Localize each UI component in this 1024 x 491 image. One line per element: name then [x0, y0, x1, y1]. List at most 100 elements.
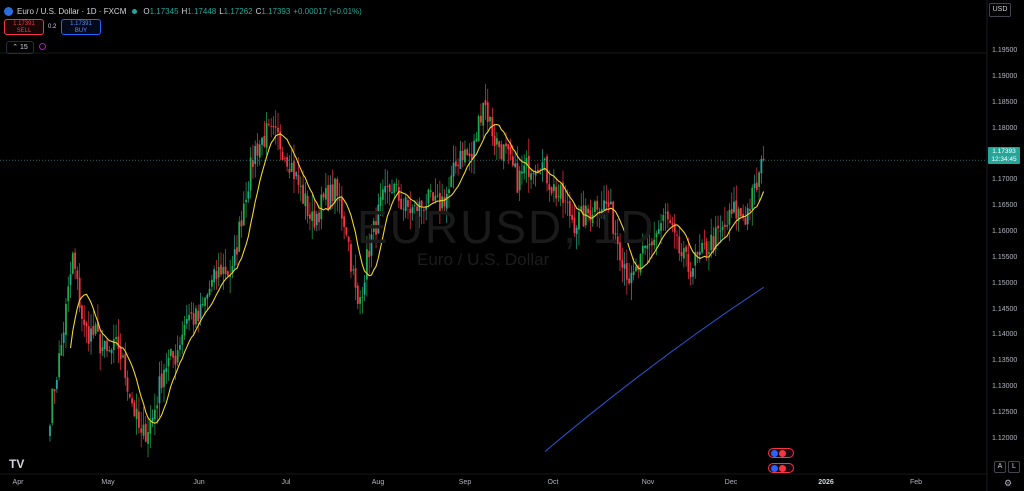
tradingview-logo[interactable]: TV — [9, 457, 25, 471]
candle-body — [443, 197, 446, 207]
candle-body — [530, 173, 532, 180]
candle-body — [254, 146, 257, 165]
candle-body — [78, 277, 81, 308]
candle-body — [400, 198, 403, 209]
candle-body — [76, 270, 79, 279]
candle-body — [505, 143, 507, 147]
candle-body — [454, 161, 457, 167]
candle-body — [493, 135, 496, 146]
economic-events-marker-2[interactable] — [768, 463, 794, 473]
candle-body — [432, 192, 434, 201]
candle-body — [744, 217, 747, 225]
candle-body — [131, 398, 133, 404]
interval-selector[interactable]: ⌃ 15 — [6, 41, 34, 54]
candle-body — [628, 278, 631, 284]
indicator-status-icon[interactable] — [39, 43, 46, 50]
candle-body — [55, 379, 58, 389]
candle-body — [222, 267, 225, 274]
candle-body — [676, 234, 678, 236]
candle-body — [596, 200, 599, 210]
candle-body — [416, 206, 418, 214]
price-tick-label: 1.14000 — [992, 331, 1018, 339]
candle-body — [523, 165, 526, 174]
candle-body — [315, 213, 318, 226]
candle-body — [427, 189, 430, 204]
currency-selector[interactable]: USD — [989, 3, 1011, 17]
candle-body — [320, 194, 323, 220]
candle-body — [71, 253, 74, 274]
candle-body — [334, 178, 336, 203]
candle-body — [516, 163, 519, 193]
candle-body — [192, 313, 195, 325]
candle-body — [81, 305, 83, 319]
candle-body — [354, 268, 357, 288]
price-tick-label: 1.18000 — [992, 124, 1018, 132]
candle-body — [117, 336, 120, 349]
candle-body — [758, 172, 760, 187]
candle-body — [224, 266, 227, 275]
buy-label: BUY — [74, 28, 88, 34]
candle-body — [99, 334, 102, 354]
candle-body — [639, 253, 642, 273]
candle-body — [375, 221, 377, 235]
buy-button[interactable]: 1.17391 BUY — [61, 19, 101, 35]
candle-body — [135, 408, 138, 420]
candle-body — [336, 179, 339, 197]
sell-button[interactable]: 1.17391 SELL — [4, 19, 44, 35]
candle-body — [67, 286, 70, 302]
candle-body — [689, 271, 692, 278]
last-price-tag: 1.17393 12:34:45 — [988, 147, 1020, 164]
symbol-title[interactable]: Euro / U.S. Dollar · 1D · FXCM — [17, 6, 127, 16]
candle-body — [425, 205, 428, 210]
candle-body — [299, 185, 302, 187]
candle-body — [694, 252, 697, 266]
candle-body — [632, 271, 635, 275]
economic-events-marker-1[interactable] — [768, 448, 794, 458]
candle-body — [210, 279, 213, 287]
candle-body — [226, 271, 229, 276]
candle-body — [331, 184, 334, 201]
candle-body — [87, 326, 90, 344]
candle-body — [728, 210, 731, 225]
price-tick-label: 1.13000 — [992, 382, 1018, 390]
candle-body — [288, 168, 291, 173]
candle-body — [573, 217, 576, 234]
candle-body — [217, 266, 220, 278]
candle-body — [550, 187, 553, 194]
auto-scale-button[interactable]: A — [994, 461, 1006, 473]
gear-icon[interactable]: ⚙ — [1004, 478, 1013, 488]
candle-body — [621, 260, 624, 268]
candle-body — [327, 185, 330, 210]
candle-body — [51, 388, 54, 424]
flag-icon — [779, 450, 786, 457]
candle-body — [352, 269, 355, 271]
candle-body — [60, 344, 63, 356]
candle-body — [206, 294, 209, 299]
candle-body — [190, 312, 193, 314]
candle-body — [641, 245, 644, 254]
candle-body — [703, 243, 706, 245]
candle-body — [147, 432, 149, 444]
candle-body — [393, 183, 396, 193]
log-scale-button[interactable]: L — [1008, 461, 1020, 473]
candle-body — [293, 160, 295, 180]
candle-body — [377, 204, 380, 234]
candle-body — [605, 201, 608, 204]
candle-body — [614, 233, 617, 235]
candle-body — [90, 328, 92, 342]
price-tick-label: 1.18500 — [992, 99, 1018, 107]
candle-body — [600, 209, 603, 214]
candle-body — [635, 266, 637, 272]
candle-body — [762, 158, 765, 161]
candle-body — [514, 163, 517, 167]
candle-body — [195, 308, 197, 325]
candle-body — [297, 175, 300, 185]
close-value: 1.17393 — [261, 6, 291, 16]
candle-body — [733, 201, 735, 213]
candle-body — [548, 184, 551, 190]
candle-body — [566, 201, 569, 203]
candle-body — [420, 200, 423, 208]
candle-body — [696, 252, 699, 255]
candle-body — [156, 405, 159, 409]
